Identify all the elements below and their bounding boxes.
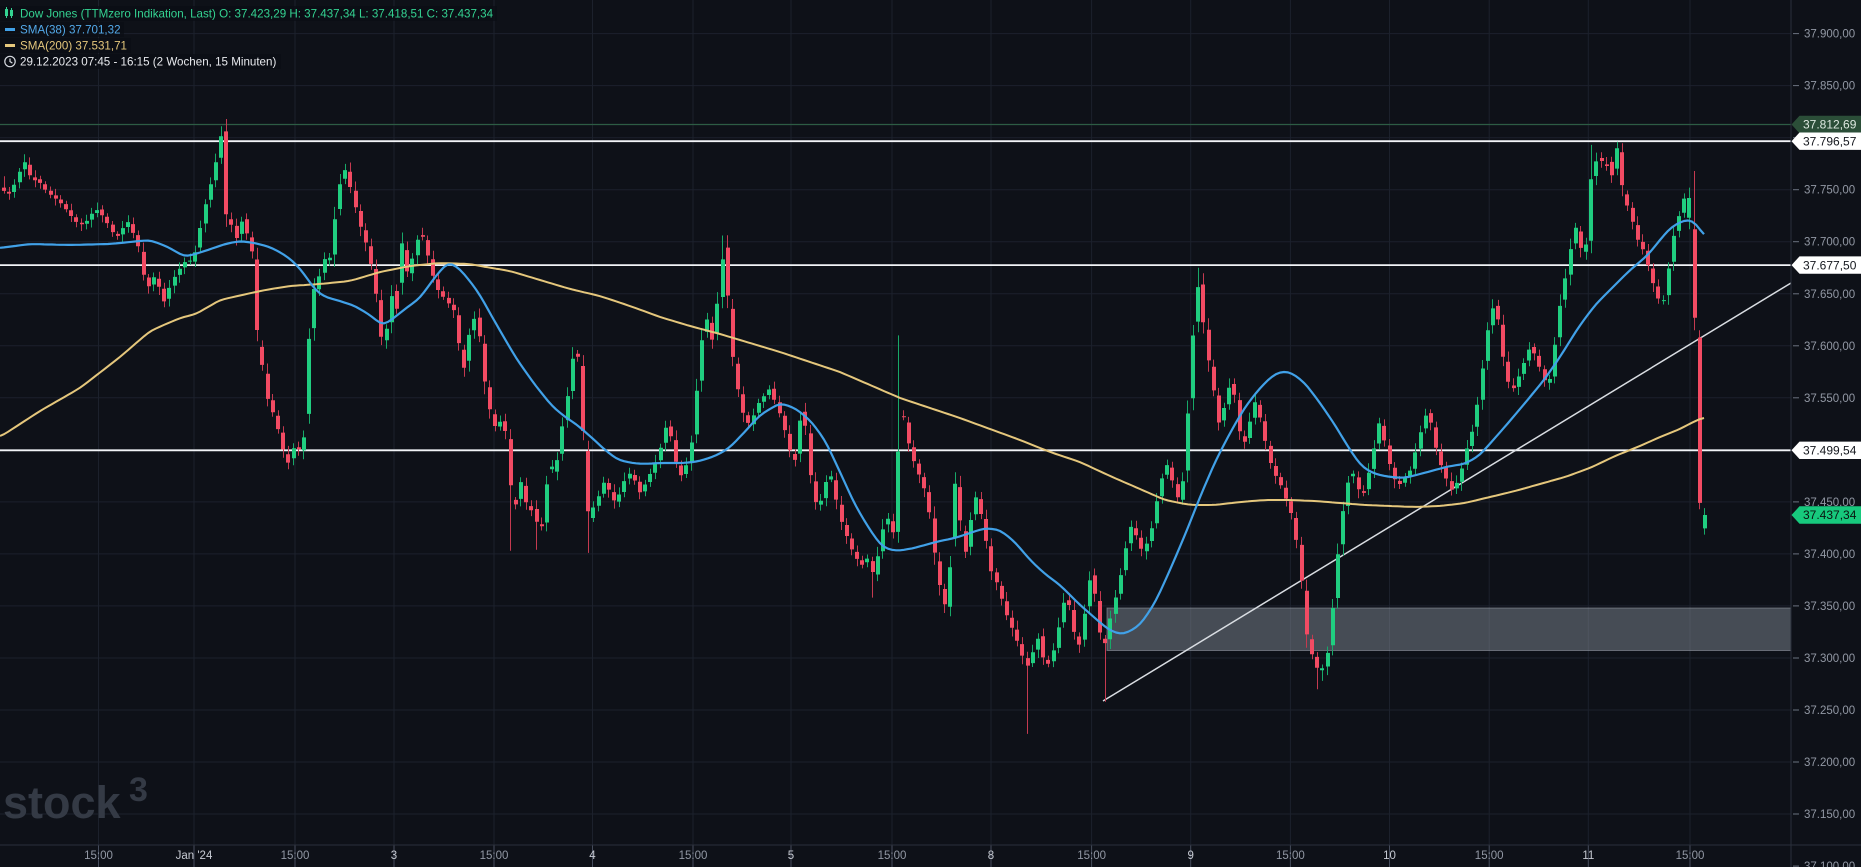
svg-text:15:00: 15:00 xyxy=(84,850,113,862)
svg-text:5: 5 xyxy=(788,850,794,862)
svg-text:37.812,69: 37.812,69 xyxy=(1803,118,1857,132)
svg-text:8: 8 xyxy=(988,850,994,862)
svg-text:37.900,00: 37.900,00 xyxy=(1804,29,1855,41)
svg-text:15:00: 15:00 xyxy=(1276,850,1305,862)
svg-text:11: 11 xyxy=(1582,850,1594,862)
svg-text:4: 4 xyxy=(589,850,596,862)
svg-text:3: 3 xyxy=(129,771,148,809)
svg-text:37.437,34: 37.437,34 xyxy=(1803,508,1857,522)
svg-text:37.550,00: 37.550,00 xyxy=(1804,393,1855,405)
svg-text:37.450,00: 37.450,00 xyxy=(1804,497,1855,509)
svg-text:37.700,00: 37.700,00 xyxy=(1804,237,1855,249)
svg-text:37.600,00: 37.600,00 xyxy=(1804,341,1855,353)
svg-text:10: 10 xyxy=(1383,850,1396,862)
svg-text:15:00: 15:00 xyxy=(480,850,509,862)
svg-text:15:00: 15:00 xyxy=(1077,850,1106,862)
svg-text:29.12.2023 07:45 - 16:15 (2 W: 29.12.2023 07:45 - 16:15 (2 Wochen, 15 M… xyxy=(20,56,276,69)
svg-text:15:00: 15:00 xyxy=(1676,850,1705,862)
svg-text:15:00: 15:00 xyxy=(679,850,708,862)
svg-text:SMA(200) 37.531,71: SMA(200) 37.531,71 xyxy=(20,40,127,53)
svg-text:stock: stock xyxy=(3,777,122,828)
svg-text:15:00: 15:00 xyxy=(281,850,310,862)
svg-text:37.750,00: 37.750,00 xyxy=(1804,185,1855,197)
svg-text:3: 3 xyxy=(391,850,397,862)
svg-text:37.650,00: 37.650,00 xyxy=(1804,289,1855,301)
svg-text:37.300,00: 37.300,00 xyxy=(1804,653,1855,665)
svg-text:37.796,57: 37.796,57 xyxy=(1803,134,1857,148)
svg-text:37.250,00: 37.250,00 xyxy=(1804,705,1855,717)
svg-text:37.677,50: 37.677,50 xyxy=(1803,258,1857,272)
svg-text:37.200,00: 37.200,00 xyxy=(1804,757,1855,769)
svg-text:15:00: 15:00 xyxy=(878,850,907,862)
svg-text:37.100,00: 37.100,00 xyxy=(1804,861,1855,867)
svg-text:37.150,00: 37.150,00 xyxy=(1804,809,1855,821)
svg-text:37.350,00: 37.350,00 xyxy=(1804,601,1855,613)
svg-text:Jan '24: Jan '24 xyxy=(176,850,213,862)
svg-text:SMA(38) 37.701,32: SMA(38) 37.701,32 xyxy=(20,24,121,37)
svg-text:15:00: 15:00 xyxy=(1475,850,1504,862)
svg-text:37.400,00: 37.400,00 xyxy=(1804,549,1855,561)
svg-text:9: 9 xyxy=(1187,850,1193,862)
svg-text:37.499,54: 37.499,54 xyxy=(1803,444,1857,458)
svg-text:37.850,00: 37.850,00 xyxy=(1804,81,1855,93)
svg-text:Dow Jones (TTMzero Indikation,: Dow Jones (TTMzero Indikation, Last) O: … xyxy=(20,8,494,21)
